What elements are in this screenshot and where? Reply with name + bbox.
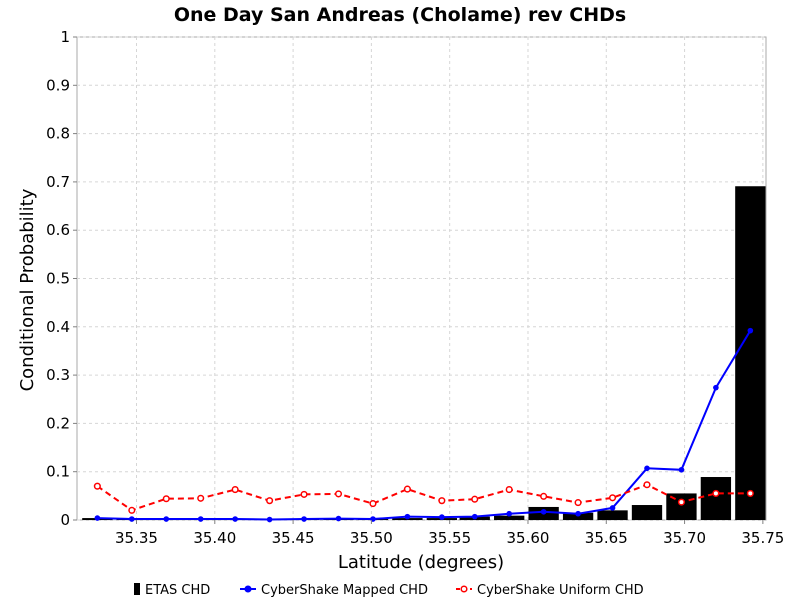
legend-item: CyberShake Mapped CHD xyxy=(240,583,428,598)
mapped-point xyxy=(163,516,170,522)
x-tick-label: 35.75 xyxy=(741,529,784,547)
uniform-point xyxy=(608,494,617,502)
legend-label: CyberShake Uniform CHD xyxy=(477,583,644,598)
y-tick-label: 0.6 xyxy=(46,221,70,239)
mapped-point xyxy=(335,515,342,522)
mapped-series-line xyxy=(97,330,752,521)
legend-swatch-bar xyxy=(134,583,140,595)
uniform-point xyxy=(128,506,136,514)
etas-bar xyxy=(700,477,732,520)
mapped-point xyxy=(747,327,754,334)
uniform-point xyxy=(540,492,548,500)
legend-label: CyberShake Mapped CHD xyxy=(261,583,428,598)
legend-label: ETAS CHD xyxy=(145,583,210,598)
y-tick-label: 0.1 xyxy=(46,463,70,481)
etas-bar xyxy=(597,510,628,520)
uniform-point xyxy=(471,495,479,503)
mapped-point xyxy=(713,384,719,391)
y-tick-label: 0 xyxy=(60,511,70,529)
y-tick-label: 0.8 xyxy=(46,125,70,143)
uniform-point xyxy=(505,486,513,494)
uniform-point xyxy=(300,490,308,498)
uniform-point xyxy=(266,497,274,505)
uniform-point xyxy=(712,489,720,497)
mapped-point xyxy=(232,516,238,522)
mapped-point xyxy=(575,510,581,517)
uniform-point xyxy=(334,490,343,498)
y-tick-label: 0.9 xyxy=(46,76,70,94)
mapped-point xyxy=(439,514,445,520)
x-tick-label: 35.60 xyxy=(507,529,550,547)
y-tick-label: 0.3 xyxy=(46,366,70,384)
etas-bar xyxy=(494,515,525,520)
uniform-point xyxy=(162,495,170,503)
x-tick-label: 35.45 xyxy=(272,529,315,547)
y-tick-label: 0.7 xyxy=(46,173,70,191)
mapped-point xyxy=(540,508,547,515)
mapped-point xyxy=(301,516,307,522)
uniform-series-line xyxy=(96,483,751,512)
y-tick-label: 0.5 xyxy=(46,270,70,288)
x-tick-label: 35.35 xyxy=(115,529,158,547)
mapped-point xyxy=(678,466,685,473)
x-tick-label: 35.55 xyxy=(428,529,471,547)
mapped-point xyxy=(644,465,650,472)
legend-item: CyberShake Uniform CHD xyxy=(456,583,644,598)
y-tick-label: 0.4 xyxy=(46,318,70,336)
mapped-point xyxy=(266,516,273,523)
uniform-point xyxy=(93,482,101,490)
uniform-point xyxy=(677,498,685,506)
uniform-point xyxy=(438,497,446,505)
x-tick-label: 35.70 xyxy=(663,529,706,547)
mapped-point xyxy=(506,510,512,517)
x-tick-label: 35.50 xyxy=(350,529,393,547)
mapped-point xyxy=(129,516,135,522)
uniform-point xyxy=(746,489,754,497)
legend: ETAS CHD CyberShake Mapped CHD CyberShake … xyxy=(134,583,644,598)
legend-swatch-point xyxy=(244,585,252,593)
series-lines xyxy=(93,327,754,523)
uniform-point xyxy=(231,486,239,494)
uniform-point xyxy=(643,481,651,489)
uniform-point xyxy=(197,494,205,502)
mapped-point xyxy=(609,505,616,511)
y-axis-label: Conditional Probability xyxy=(17,188,38,391)
etas-bar xyxy=(735,186,766,520)
x-ticks: 35.35 35.40 35.45 35.50 35.55 35.60 35.65 35.70… xyxy=(115,520,784,547)
mapped-point xyxy=(404,513,411,520)
mapped-point xyxy=(471,513,478,520)
y-tick-label: 0.2 xyxy=(46,414,70,432)
mapped-point xyxy=(197,516,204,522)
uniform-point xyxy=(369,500,377,508)
x-tick-label: 35.65 xyxy=(585,529,628,547)
chart-title: One Day San Andreas (Cholame) rev CHDs xyxy=(174,4,626,26)
legend-item: ETAS CHD xyxy=(134,583,210,598)
y-ticks: 0 0.1 0.2 0.3 0.4 0.5 0.6 0.7 0.8 0.9 1 xyxy=(46,28,77,529)
legend-swatch-point xyxy=(460,585,468,593)
uniform-point xyxy=(403,485,411,493)
etas-bar xyxy=(631,505,663,520)
x-axis-label: Latitude (degrees) xyxy=(338,552,504,573)
mapped-point xyxy=(94,515,101,521)
y-tick-label: 1 xyxy=(60,28,70,46)
x-tick-label: 35.40 xyxy=(193,529,236,547)
uniform-point xyxy=(574,499,582,507)
